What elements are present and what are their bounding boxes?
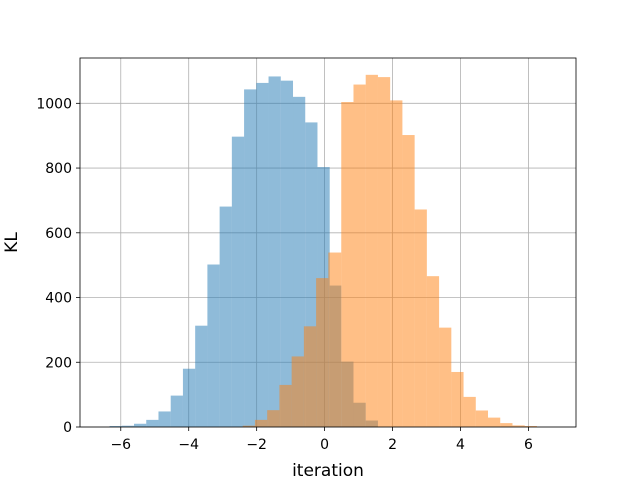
y-tick-label: 200 xyxy=(45,355,72,371)
y-tick-label: 0 xyxy=(63,420,72,436)
histogram-bar-series-1 xyxy=(170,395,183,427)
histogram-bar-series-2 xyxy=(291,356,304,427)
x-tick-label: 4 xyxy=(456,437,465,453)
histogram-bar-series-2 xyxy=(267,410,280,427)
y-axis-label: KL xyxy=(2,232,22,253)
histogram-bar-series-2 xyxy=(512,425,525,427)
histogram-bar-series-1 xyxy=(134,423,147,427)
histogram-bar-series-2 xyxy=(341,102,354,427)
plot-frame xyxy=(79,57,577,428)
histogram-bar-series-2 xyxy=(500,423,513,427)
axis-ticks: −6 −4 −2 0 2 4 6 0 200 400 600 800 1000 xyxy=(36,96,533,453)
x-tick-label: 0 xyxy=(320,437,329,453)
histogram-bar-series-2 xyxy=(303,326,317,427)
histogram-bar-series-2 xyxy=(475,410,489,427)
histogram-bar-series-1 xyxy=(207,264,220,427)
histogram-bar-series-2 xyxy=(524,426,537,427)
histogram-bar-series-1 xyxy=(268,76,281,427)
histogram-bar-series-1 xyxy=(195,325,208,427)
histogram-bar-series-2 xyxy=(254,419,268,427)
histogram-bar-series-2 xyxy=(426,276,440,427)
x-axis-label: iteration xyxy=(292,461,364,480)
histogram-bar-series-1 xyxy=(121,425,135,427)
histogram-bar-series-2 xyxy=(353,84,366,427)
histogram-bar-series-1 xyxy=(244,89,257,427)
histogram-bar-series-2 xyxy=(439,327,452,427)
histogram-bar-series-1 xyxy=(293,96,306,427)
histogram-bar-series-1 xyxy=(158,411,171,427)
histogram-bar-series-1 xyxy=(219,206,232,427)
histogram-bar-series-2 xyxy=(402,135,415,427)
histogram-bar-series-2 xyxy=(316,278,329,427)
histogram-bar-series-1 xyxy=(109,426,122,427)
histogram-bar-series-2 xyxy=(242,425,255,427)
x-tick-label: −2 xyxy=(246,437,267,453)
histogram-bars xyxy=(109,74,537,428)
histogram-bar-series-1 xyxy=(280,80,294,427)
histogram-bar-series-2 xyxy=(328,252,342,427)
histogram-bar-series-2 xyxy=(390,100,403,427)
y-tick-label: 800 xyxy=(45,161,72,177)
histogram-bar-series-2 xyxy=(365,74,378,428)
histogram-bar-series-1 xyxy=(231,136,245,427)
x-tick-label: −4 xyxy=(178,437,199,453)
y-tick-label: 1000 xyxy=(36,96,72,112)
histogram-bar-series-2 xyxy=(488,417,501,427)
x-tick-label: −6 xyxy=(110,437,131,453)
histogram-bar-series-2 xyxy=(279,384,292,427)
x-tick-label: 2 xyxy=(388,437,397,453)
histogram-bar-series-2 xyxy=(414,209,427,427)
histogram-bar-series-2 xyxy=(377,77,391,428)
histogram-bar-series-1 xyxy=(256,82,269,428)
histogram-bar-series-1 xyxy=(182,368,196,427)
y-tick-label: 600 xyxy=(45,226,72,242)
histogram-bar-series-1 xyxy=(146,419,159,427)
histogram-bar-series-2 xyxy=(463,396,476,427)
y-tick-label: 400 xyxy=(45,291,72,307)
x-tick-label: 6 xyxy=(524,437,533,453)
histogram-bar-series-2 xyxy=(451,371,464,427)
